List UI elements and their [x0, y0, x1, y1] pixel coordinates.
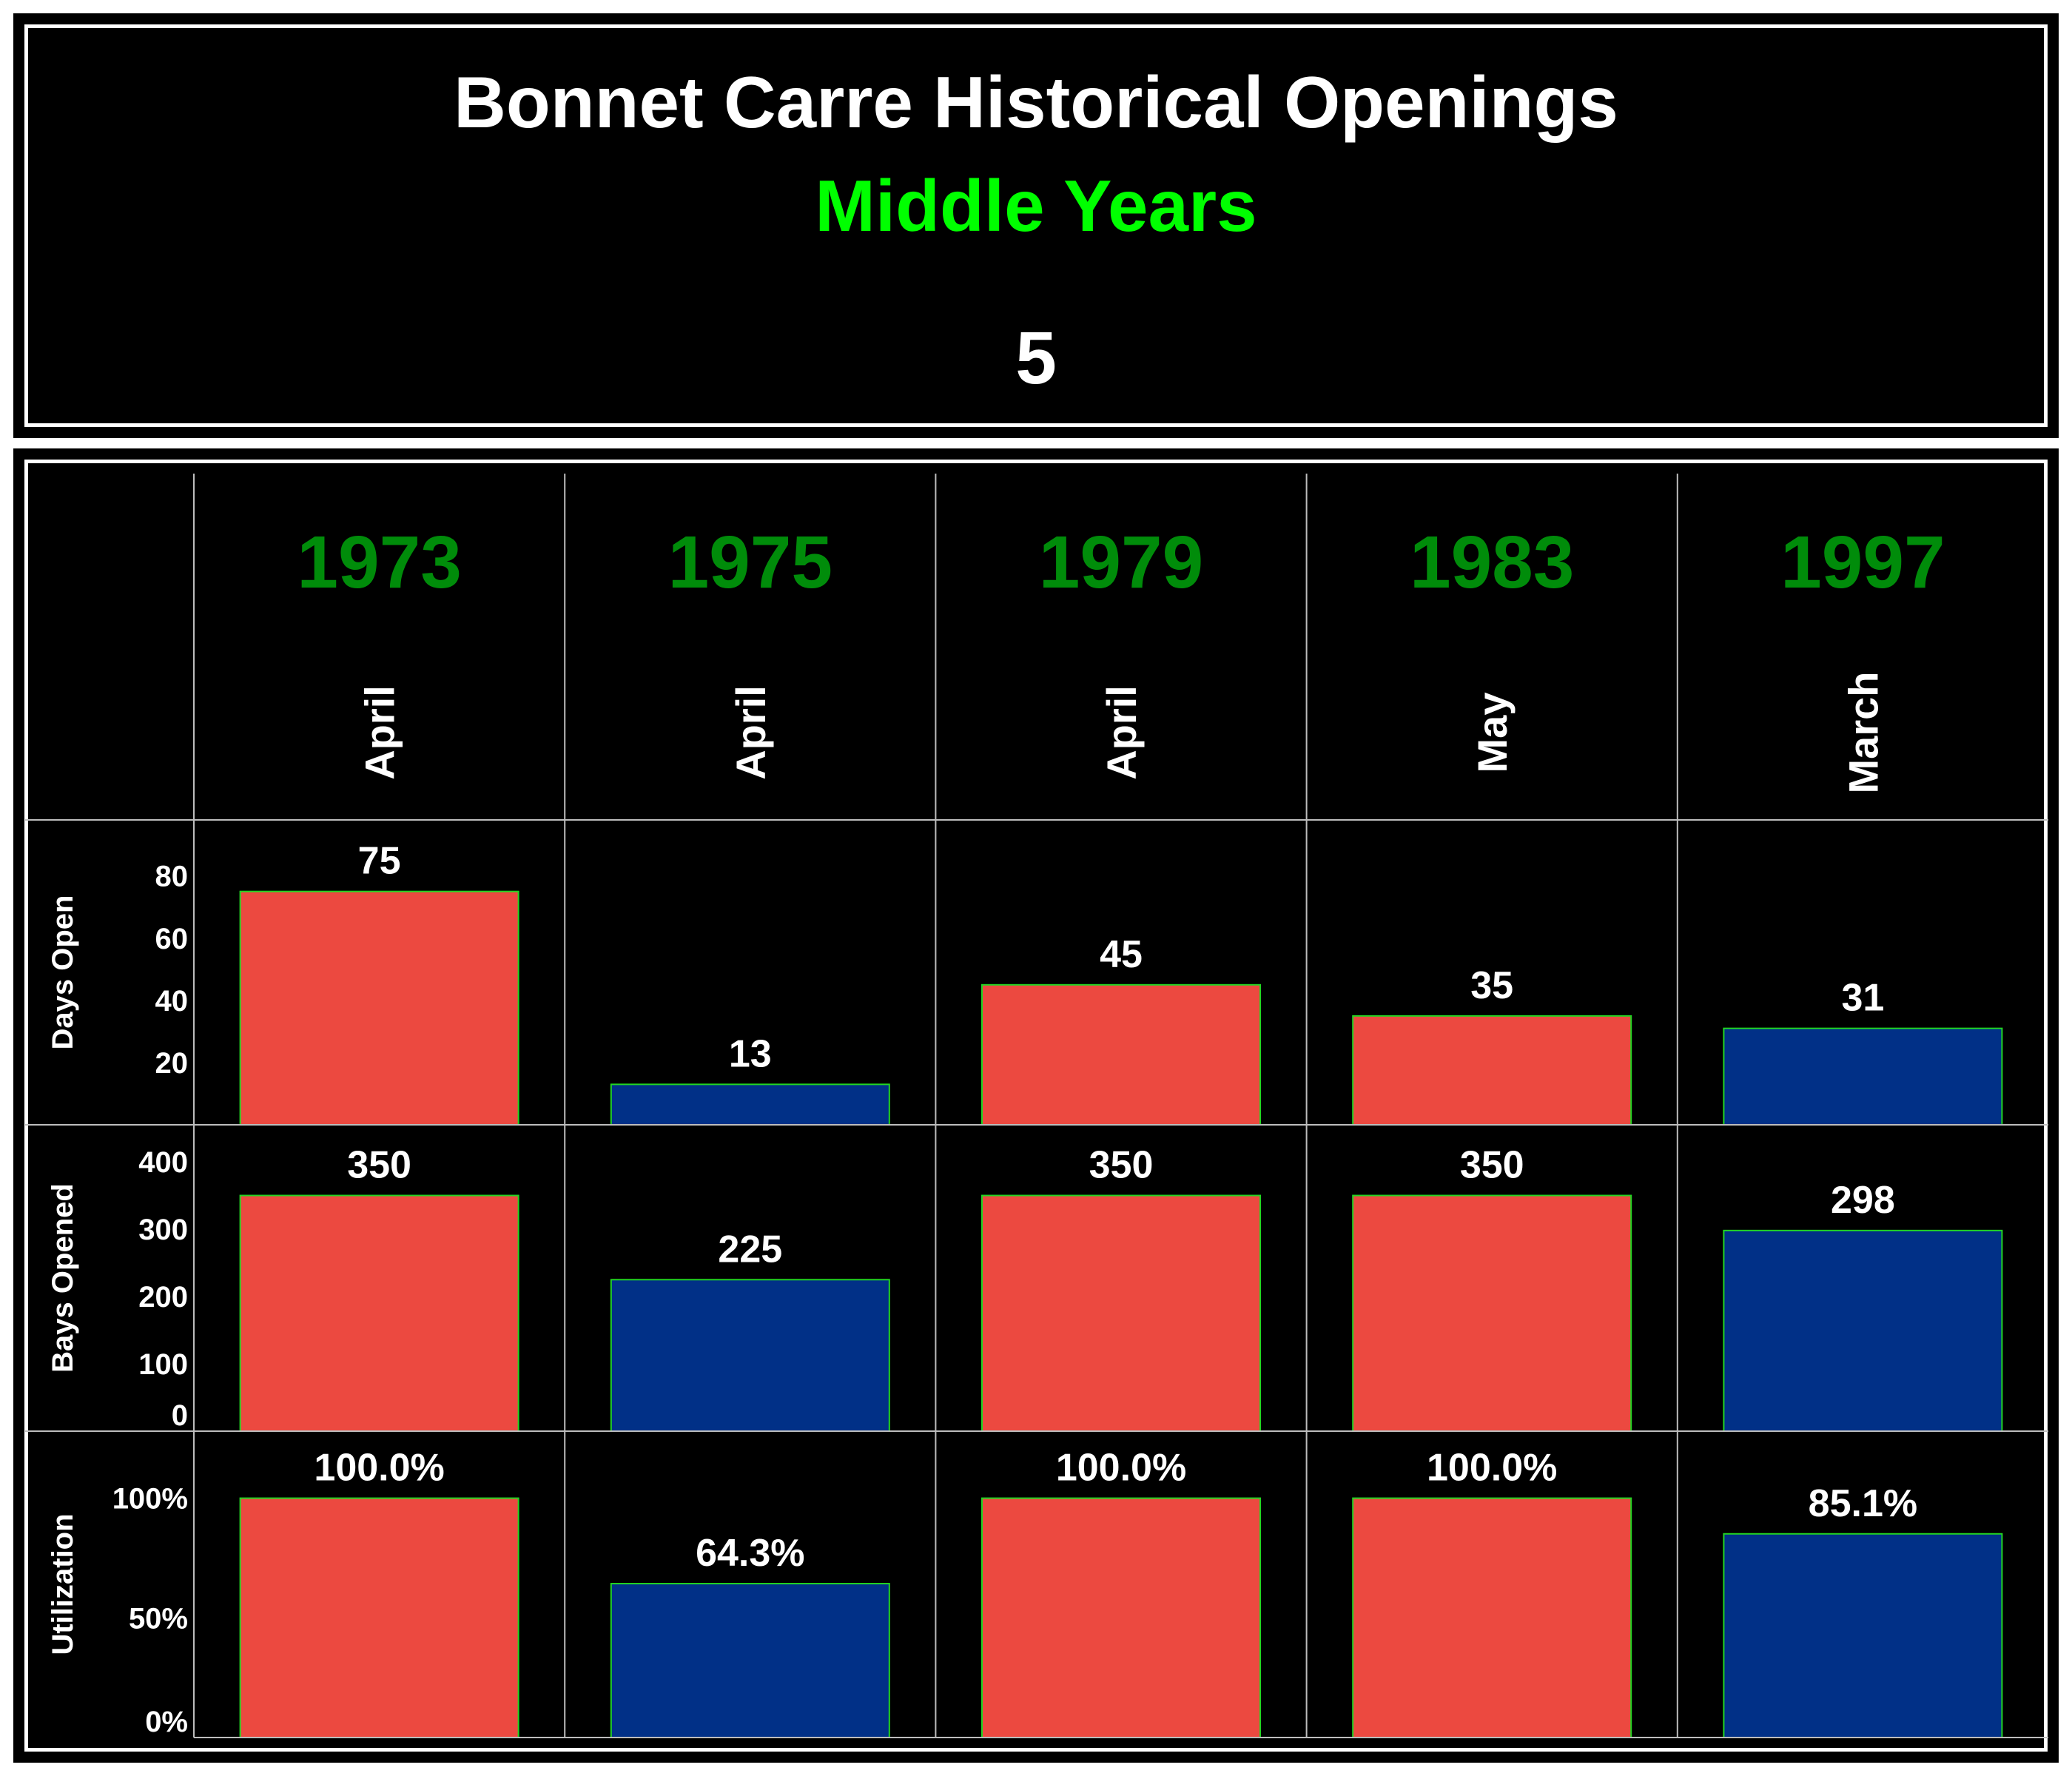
- data-label: 13: [729, 1032, 772, 1075]
- bar: [610, 1279, 890, 1433]
- bar: [239, 1194, 519, 1432]
- y-tick-label: 300: [138, 1214, 188, 1246]
- data-label: 100.0%: [1056, 1447, 1186, 1490]
- bar: [239, 1497, 519, 1738]
- month-label: April: [357, 685, 403, 780]
- openings-count: 5: [1015, 317, 1057, 400]
- data-label: 100.0%: [314, 1447, 444, 1490]
- y-tick-label: 60: [155, 923, 189, 955]
- y-tick-label: 50%: [129, 1602, 188, 1635]
- data-label: 350: [1460, 1144, 1524, 1187]
- y-tick-label: 200: [138, 1281, 188, 1314]
- data-label: 45: [1100, 933, 1143, 976]
- y-tick-label: 80: [155, 861, 189, 893]
- data-label: 100.0%: [1427, 1447, 1557, 1490]
- y-tick-label: 40: [155, 985, 189, 1018]
- chart-panel: 1973 April 1975 April 1979 April 1983 May 1997 Ma…: [13, 448, 2059, 1763]
- bar: [981, 1497, 1261, 1738]
- year-label: 1979: [1039, 521, 1203, 604]
- data-label: 75: [358, 840, 401, 883]
- year-label: 1973: [297, 521, 461, 604]
- bar: [1723, 1027, 2003, 1126]
- y-tick-label: 400: [138, 1146, 188, 1179]
- month-label: April: [727, 685, 774, 780]
- y-tick-label: 0: [172, 1399, 188, 1432]
- data-label: 298: [1831, 1179, 1895, 1222]
- year-label: 1997: [1780, 521, 1945, 604]
- y-axis-label: Utilization: [47, 1513, 79, 1655]
- month-label: March: [1840, 672, 1886, 794]
- bar: [610, 1583, 890, 1738]
- y-axis-label: Days Open: [47, 895, 79, 1050]
- data-label: 350: [347, 1144, 411, 1187]
- y-axis-label: Bays Opened: [47, 1183, 79, 1373]
- bar: [1352, 1497, 1632, 1738]
- chart-subtitle: Middle Years: [815, 165, 1257, 246]
- month-label: April: [1098, 685, 1145, 780]
- year-label: 1983: [1410, 521, 1574, 604]
- chart-title: Bonnet Carre Historical Openings: [454, 61, 1618, 143]
- data-label: 350: [1089, 1144, 1154, 1187]
- bar: [1723, 1229, 2003, 1433]
- year-label: 1975: [668, 521, 832, 604]
- bar: [1352, 1194, 1632, 1432]
- y-tick-label: 100: [138, 1348, 188, 1381]
- data-label: 31: [1841, 977, 1884, 1020]
- month-label: May: [1469, 693, 1516, 773]
- header-panel: Bonnet Carre Historical Openings Middle …: [13, 13, 2059, 438]
- bar: [981, 983, 1261, 1126]
- bar: [610, 1083, 890, 1126]
- y-tick-label: 100%: [112, 1483, 188, 1516]
- data-label: 64.3%: [696, 1532, 804, 1575]
- chart-grid: 1973 April 1975 April 1979 April 1983 May 1997 Ma…: [25, 474, 2048, 1738]
- bar: [1352, 1015, 1632, 1126]
- data-label: 225: [718, 1228, 782, 1271]
- y-tick-label: 20: [155, 1047, 189, 1080]
- data-label: 35: [1470, 964, 1513, 1007]
- y-tick-label: 0%: [145, 1706, 188, 1738]
- bar: [239, 890, 519, 1126]
- data-label: 85.1%: [1809, 1482, 1917, 1525]
- bar: [1723, 1533, 2003, 1738]
- bar: [981, 1194, 1261, 1432]
